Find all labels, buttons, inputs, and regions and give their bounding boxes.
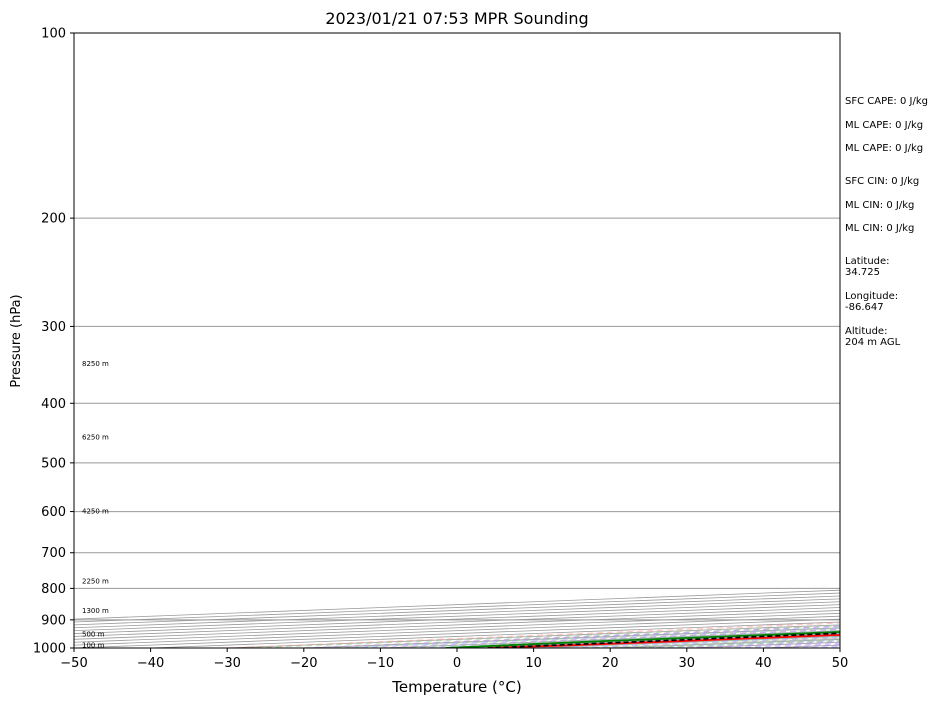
- latitude-value: 34.725: [845, 267, 880, 278]
- y-axis-label: Pressure (hPa): [9, 294, 24, 387]
- latitude-label: Latitude:: [845, 256, 890, 267]
- x-tick-label: −50: [60, 656, 87, 671]
- x-tick-label: −10: [367, 656, 394, 671]
- stat-ml-cin-2: ML CIN: 0 J/kg: [845, 223, 914, 234]
- stat-ml-cape-2: ML CAPE: 0 J/kg: [845, 143, 923, 154]
- side-panel: SFC CAPE: 0 J/kg ML CAPE: 0 J/kg ML CAPE…: [845, 96, 928, 348]
- height-label: 8250 m: [82, 360, 109, 368]
- x-tick-label: 40: [755, 656, 772, 671]
- height-label: 4250 m: [82, 508, 109, 516]
- mixing-ratio-line: [246, 624, 840, 648]
- height-label: 1300 m: [82, 607, 109, 615]
- y-tick-label: 400: [41, 397, 66, 412]
- height-label: 100 m: [82, 641, 105, 649]
- y-axis: 1000 900 800 700 600 500 400 300 200 100: [33, 27, 74, 657]
- y-tick-label: 100: [41, 27, 66, 42]
- chart-title: 2023/01/21 07:53 MPR Sounding: [325, 9, 588, 28]
- height-label: 2250 m: [82, 578, 109, 586]
- x-axis-label: Temperature (°C): [391, 678, 521, 696]
- x-tick-label: −30: [213, 656, 240, 671]
- x-tick-label: −20: [290, 656, 317, 671]
- x-tick-label: −40: [137, 656, 164, 671]
- x-axis: −50 −40 −30 −20 −10 0 10 20 30 40 50: [60, 648, 848, 671]
- y-tick-label: 900: [41, 613, 66, 628]
- stat-ml-cape: ML CAPE: 0 J/kg: [845, 120, 923, 131]
- altitude-value: 204 m AGL: [845, 337, 901, 348]
- y-tick-label: 1000: [33, 642, 66, 657]
- background-lines: [74, 217, 840, 648]
- x-tick-label: 0: [453, 656, 461, 671]
- x-tick-label: 30: [679, 656, 696, 671]
- height-labels: 100 m 500 m 1300 m 2250 m 4250 m 6250 m 8250 m: [82, 360, 109, 650]
- mixing-ratio-line: [325, 627, 840, 648]
- y-tick-label: 300: [41, 320, 66, 335]
- height-label: 500 m: [82, 630, 105, 638]
- stat-ml-cin: ML CIN: 0 J/kg: [845, 200, 914, 211]
- y-tick-label: 700: [41, 546, 66, 561]
- x-tick-label: 10: [525, 656, 542, 671]
- altitude-label: Altitude:: [845, 326, 887, 337]
- longitude-label: Longitude:: [845, 291, 898, 302]
- y-tick-label: 600: [41, 505, 66, 520]
- y-tick-label: 800: [41, 582, 66, 597]
- x-tick-label: 20: [602, 656, 619, 671]
- height-label: 6250 m: [82, 434, 109, 442]
- y-tick-label: 500: [41, 456, 66, 471]
- longitude-value: -86.647: [845, 302, 884, 313]
- stat-sfc-cin: SFC CIN: 0 J/kg: [845, 176, 919, 187]
- y-tick-label: 200: [41, 212, 66, 227]
- stat-sfc-cape: SFC CAPE: 0 J/kg: [845, 96, 928, 107]
- x-tick-label: 50: [832, 656, 849, 671]
